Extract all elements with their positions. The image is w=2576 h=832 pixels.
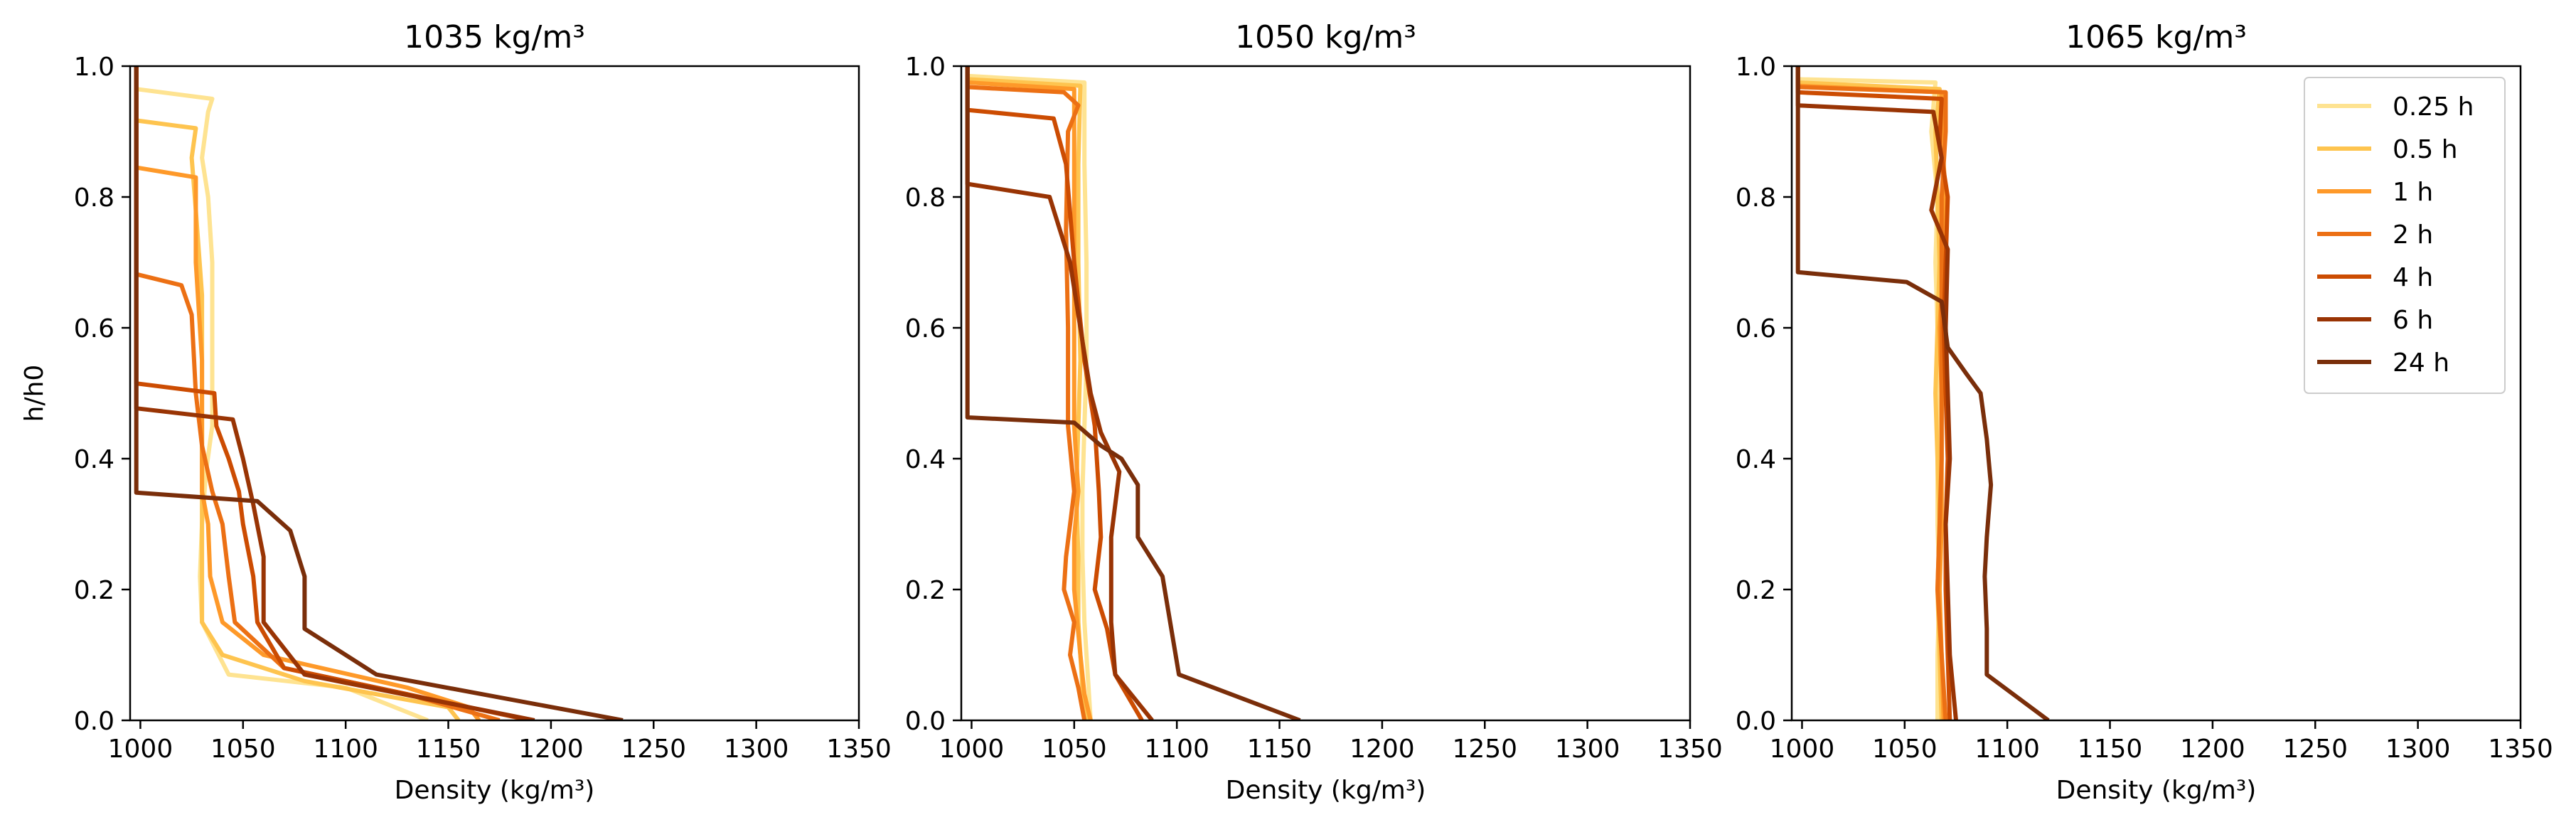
- series-line-6-h: [134, 66, 535, 720]
- x-tick-label: 1100: [313, 735, 378, 764]
- legend-label: 2 h: [2393, 220, 2433, 250]
- axes-frame: [1790, 65, 2522, 722]
- y-tick-label: 0.0: [1736, 707, 1776, 736]
- y-tick-label: 0.4: [1736, 445, 1776, 474]
- y-tick-label: 1.0: [1736, 53, 1776, 82]
- y-tick-label: 0.2: [905, 576, 946, 605]
- x-axis-label: Density (kg/m³): [2056, 776, 2257, 805]
- x-tick-label: 1350: [826, 735, 892, 764]
- y-tick-label: 0.6: [1736, 314, 1776, 343]
- series-line-24-h: [965, 66, 1301, 720]
- legend: 0.25 h 0.5 h 1 h 2 h 4 h 6 h 24 h: [2304, 77, 2506, 394]
- series-line-0-5-h: [134, 66, 461, 720]
- chart-panel-1: 1000 1050 1100 1150 1200 1250 1300 1350 0.0 0.2 0.…: [20, 19, 892, 805]
- x-tick-label: 1000: [939, 735, 1005, 764]
- y-axis-label: h/h0: [20, 365, 49, 422]
- x-tick-label: 1200: [518, 735, 584, 764]
- x-tick-label: 1350: [1657, 735, 1723, 764]
- y-tick-label: 0.4: [74, 445, 114, 474]
- x-tick-label: 1300: [1555, 735, 1620, 764]
- x-tick-label: 1150: [1247, 735, 1313, 764]
- chart-title: 1035 kg/m³: [404, 19, 585, 55]
- series-line-0-25-h: [134, 66, 429, 720]
- series-line-24-h: [1795, 66, 2050, 720]
- series-line-4-h: [134, 66, 531, 720]
- axes-frame: [960, 65, 1691, 722]
- series-group: [1795, 66, 2050, 720]
- legend-label: 1 h: [2393, 178, 2433, 207]
- legend-label: 0.5 h: [2393, 135, 2458, 164]
- x-tick-label: 1200: [2180, 735, 2245, 764]
- x-axis-label: Density (kg/m³): [1226, 776, 1426, 805]
- legend-label: 24 h: [2393, 348, 2449, 378]
- x-tick-label: 1300: [724, 735, 789, 764]
- legend-box: [2304, 77, 2506, 394]
- series-group: [134, 66, 624, 720]
- y-tick-label: 0.0: [74, 707, 114, 736]
- y-tick-label: 0.8: [905, 183, 946, 213]
- series-line-4-h: [965, 66, 1144, 720]
- x-tick-label: 1150: [2078, 735, 2143, 764]
- x-tick-label: 1250: [1452, 735, 1517, 764]
- x-tick-label: 1050: [210, 735, 276, 764]
- x-tick-label: 1100: [1974, 735, 2040, 764]
- series-line-24-h: [134, 66, 624, 720]
- legend-label: 4 h: [2393, 263, 2433, 292]
- legend-label: 6 h: [2393, 306, 2433, 335]
- y-tick-label: 0.0: [905, 707, 946, 736]
- series-line-0-25-h: [965, 66, 1093, 720]
- x-tick-label: 1000: [1770, 735, 1835, 764]
- y-tick-label: 1.0: [905, 53, 946, 82]
- y-tick-label: 0.8: [74, 183, 114, 213]
- y-tick-label: 0.4: [905, 445, 946, 474]
- series-line-6-h: [965, 66, 1154, 720]
- chart-panel-3: 1000 1050 1100 1150 1200 1250 1300 1350 0.0 0.2 0.…: [1736, 19, 2553, 805]
- y-tick-label: 0.2: [74, 576, 114, 605]
- series-line-0-25-h: [1795, 66, 1942, 720]
- series-group: [965, 66, 1301, 720]
- x-tick-label: 1350: [2488, 735, 2553, 764]
- chart-title: 1050 kg/m³: [1235, 19, 1416, 55]
- series-line-2-h: [1795, 66, 1948, 720]
- x-tick-label: 1050: [1872, 735, 1938, 764]
- series-line-2-h: [965, 66, 1087, 720]
- chart-panel-2: 1000 1050 1100 1150 1200 1250 1300 1350 0.0 0.2 0.…: [905, 19, 1723, 805]
- x-tick-label: 1150: [416, 735, 481, 764]
- y-tick-label: 0.8: [1736, 183, 1776, 213]
- x-tick-label: 1250: [2282, 735, 2348, 764]
- series-line-1-h: [965, 66, 1093, 720]
- chart-title: 1065 kg/m³: [2065, 19, 2247, 55]
- y-tick-label: 0.6: [905, 314, 946, 343]
- x-tick-label: 1300: [2385, 735, 2451, 764]
- y-tick-label: 0.6: [74, 314, 114, 343]
- axes-frame: [129, 65, 860, 722]
- x-axis-label: Density (kg/m³): [395, 776, 595, 805]
- y-tick-label: 0.2: [1736, 576, 1776, 605]
- series-line-1-h: [134, 66, 481, 720]
- x-tick-label: 1250: [621, 735, 686, 764]
- legend-label: 0.25 h: [2393, 92, 2474, 122]
- y-tick-label: 1.0: [74, 53, 114, 82]
- series-line-0-5-h: [1795, 66, 1944, 720]
- series-line-1-h: [1795, 66, 1948, 720]
- x-tick-label: 1200: [1350, 735, 1415, 764]
- series-line-4-h: [1795, 66, 1952, 720]
- x-tick-label: 1050: [1042, 735, 1107, 764]
- x-tick-label: 1000: [108, 735, 173, 764]
- x-tick-label: 1100: [1144, 735, 1209, 764]
